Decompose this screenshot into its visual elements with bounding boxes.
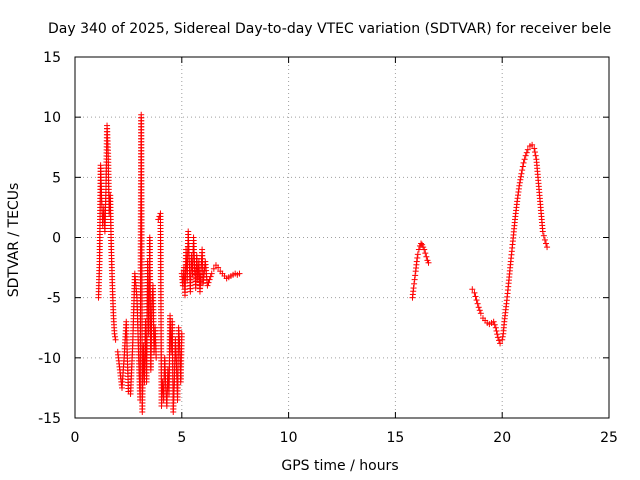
data-point bbox=[112, 336, 119, 343]
data-point bbox=[516, 179, 523, 186]
data-point bbox=[520, 159, 527, 166]
grid-lines bbox=[75, 57, 609, 418]
y-tick-label: 0 bbox=[52, 231, 61, 247]
data-point bbox=[523, 149, 530, 156]
data-point bbox=[495, 337, 502, 344]
data-point bbox=[532, 152, 539, 159]
data-point bbox=[153, 354, 160, 361]
data-point bbox=[522, 152, 529, 159]
axis-ticks: 0 5 10 15 20 25 -15 -10 -5 0 5 10 15 bbox=[38, 50, 618, 446]
data-point bbox=[493, 327, 500, 334]
x-tick-label: 25 bbox=[600, 430, 618, 446]
data-point bbox=[418, 240, 425, 247]
data-point bbox=[414, 251, 421, 258]
data-point bbox=[476, 307, 483, 314]
data-point bbox=[112, 333, 119, 340]
data-point bbox=[205, 279, 212, 286]
data-point bbox=[499, 336, 506, 343]
x-tick-label: 0 bbox=[71, 430, 80, 446]
x-tick-label: 15 bbox=[386, 430, 404, 446]
data-point bbox=[494, 331, 501, 338]
data-point bbox=[412, 272, 419, 279]
data-point bbox=[206, 276, 213, 283]
data-point bbox=[519, 167, 526, 174]
data-point bbox=[516, 182, 523, 189]
data-point bbox=[540, 232, 547, 239]
data-point bbox=[490, 318, 497, 325]
data-point bbox=[411, 276, 418, 283]
data-point bbox=[475, 304, 482, 311]
data-point bbox=[111, 330, 118, 337]
y-tick-label: -15 bbox=[38, 411, 61, 427]
data-point bbox=[531, 149, 538, 156]
data-point bbox=[539, 228, 546, 235]
data-point bbox=[529, 141, 536, 148]
data-point bbox=[178, 330, 185, 337]
data-point bbox=[542, 240, 549, 247]
data-point bbox=[521, 156, 528, 163]
data-point bbox=[215, 264, 222, 271]
data-point bbox=[492, 324, 499, 331]
data-point bbox=[207, 273, 214, 280]
chart-title: Day 340 of 2025, Sidereal Day-to-day VTE… bbox=[48, 21, 611, 37]
data-point bbox=[425, 259, 432, 266]
data-point bbox=[544, 244, 551, 251]
data-point bbox=[421, 246, 428, 253]
data-point bbox=[469, 286, 476, 293]
data-point bbox=[472, 293, 479, 300]
x-axis-label: GPS time / hours bbox=[281, 458, 398, 474]
data-point bbox=[422, 250, 429, 257]
data-point bbox=[423, 253, 430, 260]
data-point bbox=[541, 236, 548, 243]
data-point bbox=[519, 163, 526, 170]
data-point bbox=[411, 280, 418, 287]
data-point bbox=[415, 246, 422, 253]
y-tick-label: 15 bbox=[43, 50, 61, 66]
data-point bbox=[524, 146, 531, 153]
x-tick-label: 10 bbox=[280, 430, 298, 446]
data-point bbox=[517, 176, 524, 183]
data-point bbox=[517, 173, 524, 180]
data-point bbox=[494, 334, 501, 341]
x-tick-label: 20 bbox=[493, 430, 511, 446]
data-point bbox=[499, 333, 506, 340]
y-tick-label: 5 bbox=[52, 170, 61, 186]
data-point bbox=[236, 270, 243, 277]
y-tick-label: -10 bbox=[38, 351, 61, 367]
data-point bbox=[474, 300, 481, 307]
data-point bbox=[497, 340, 504, 347]
data-point bbox=[204, 282, 211, 289]
data-point bbox=[208, 270, 215, 277]
y-axis-label: SDTVAR / TECUs bbox=[6, 183, 22, 298]
data-point bbox=[471, 289, 478, 296]
data-point bbox=[413, 258, 420, 265]
data-point bbox=[491, 321, 498, 328]
data-point bbox=[477, 310, 484, 317]
data-point bbox=[531, 145, 538, 152]
data-point bbox=[518, 170, 525, 177]
data-points bbox=[95, 111, 551, 415]
y-tick-label: 10 bbox=[43, 110, 61, 126]
y-tick-label: -5 bbox=[47, 291, 61, 307]
data-point bbox=[473, 297, 480, 304]
data-point bbox=[414, 254, 421, 261]
data-point bbox=[210, 265, 217, 272]
data-point bbox=[410, 285, 417, 292]
x-tick-label: 5 bbox=[177, 430, 186, 446]
